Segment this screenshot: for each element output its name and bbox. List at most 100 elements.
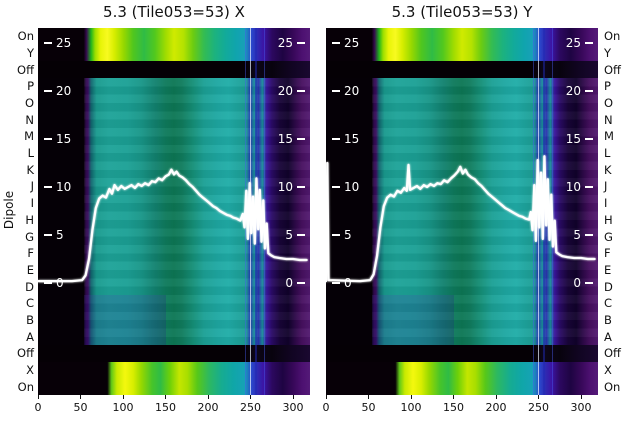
- tick-mark: [332, 42, 340, 44]
- x-tick-label: 0: [322, 401, 330, 414]
- tick-mark: [297, 138, 305, 140]
- inner-ytick: 0: [44, 275, 64, 291]
- inner-ytick-value: 10: [277, 180, 293, 194]
- inner-ytick: 20: [332, 83, 359, 99]
- inner-ytick-value: 25: [565, 36, 581, 50]
- x-tick-mark: [538, 395, 539, 399]
- dipole-label: Off: [604, 62, 621, 77]
- inner-ytick: 0: [332, 275, 352, 291]
- inner-ytick: 20: [278, 83, 305, 99]
- tick-mark: [44, 234, 52, 236]
- inner-ytick-value: 15: [565, 132, 581, 146]
- tick-mark: [585, 138, 593, 140]
- tick-mark: [297, 282, 305, 284]
- inner-ytick: 25: [566, 35, 593, 51]
- dipole-label: F: [604, 246, 611, 261]
- inner-ytick-value: 5: [573, 228, 581, 242]
- inner-ytick: 20: [44, 83, 71, 99]
- x-tick-label: 300: [570, 401, 592, 414]
- dipole-label: B: [604, 312, 612, 327]
- x-tick-mark: [165, 395, 166, 399]
- inner-ytick: 5: [573, 227, 593, 243]
- heatmap-plot-y: 25 25 20 20 15 15 10 10 5 5 0 0: [326, 28, 598, 395]
- inner-ytick-value: 5: [285, 228, 293, 242]
- inner-ytick-value: 15: [344, 132, 360, 146]
- x-tick-mark: [495, 395, 497, 399]
- x-tick-label: 0: [34, 401, 42, 414]
- dipole-label: B: [26, 312, 34, 327]
- x-tick-mark: [122, 395, 124, 399]
- tick-mark: [44, 186, 52, 188]
- inner-ytick-value: 25: [344, 36, 360, 50]
- x-tick-label: 200: [485, 401, 507, 414]
- x-tick-label: 50: [73, 401, 88, 414]
- inner-ytick-value: 0: [573, 276, 581, 290]
- heatmap-blue-tint: [84, 295, 166, 345]
- x-tick-mark: [325, 395, 327, 399]
- dipole-label: A: [26, 329, 34, 344]
- tick-mark: [585, 90, 593, 92]
- beam-line: [38, 168, 308, 283]
- inner-ytick: 5: [44, 227, 64, 243]
- dipole-label: Off: [17, 62, 34, 77]
- x-tick-label: 100: [400, 401, 422, 414]
- overlay-line-y: [326, 155, 596, 283]
- x-tick-mark: [250, 395, 251, 399]
- inner-ytick-value: 10: [344, 180, 360, 194]
- inner-ytick: 5: [285, 227, 305, 243]
- plot-title-y: 5.3 (Tile053=53) Y: [391, 3, 533, 21]
- x-tick-label: 200: [197, 401, 219, 414]
- x-tick-mark: [292, 395, 294, 399]
- overlay-line-x: [38, 168, 308, 283]
- inner-ytick-value: 15: [56, 132, 72, 146]
- x-tick-mark: [368, 395, 369, 399]
- dipole-label: N: [25, 112, 34, 127]
- dipole-label: N: [604, 112, 613, 127]
- dipole-axis-right: On Y Off P O N M L K J I H G F E D C B A Off X On: [604, 0, 640, 440]
- x-tick-label: 150: [155, 401, 176, 414]
- tick-mark: [332, 186, 340, 188]
- tick-mark: [332, 282, 340, 284]
- dipole-label: P: [27, 79, 34, 94]
- heatmap-blue-tint: [372, 295, 454, 345]
- dipole-label: G: [25, 229, 34, 244]
- dipole-label: A: [604, 329, 612, 344]
- dipole-label: I: [30, 196, 34, 211]
- inner-ytick: 0: [573, 275, 593, 291]
- dipole-label: O: [24, 96, 34, 111]
- dipole-label: H: [25, 212, 34, 227]
- dipole-label: On: [604, 379, 621, 394]
- inner-ytick-value: 0: [344, 276, 352, 290]
- heatmap-row-texture: [83, 78, 310, 345]
- x-tick-mark: [37, 395, 39, 399]
- inner-ytick: 20: [566, 83, 593, 99]
- tick-mark: [44, 282, 52, 284]
- dipole-label: L: [27, 146, 34, 161]
- tick-mark: [585, 234, 593, 236]
- x-tick-mark: [207, 395, 209, 399]
- tick-mark: [297, 234, 305, 236]
- inner-ytick: 0: [285, 275, 305, 291]
- dipole-label: Off: [604, 346, 621, 361]
- dipole-label: Y: [26, 46, 34, 61]
- dipole-label: M: [24, 129, 34, 144]
- tick-mark: [44, 42, 52, 44]
- inner-ytick-value: 0: [285, 276, 293, 290]
- inner-ytick: 10: [566, 179, 593, 195]
- inner-ytick-value: 10: [56, 180, 72, 194]
- dipole-label: F: [27, 246, 34, 261]
- dipole-label: C: [25, 296, 34, 311]
- tick-mark: [585, 282, 593, 284]
- x-tick-mark: [580, 395, 582, 399]
- dipole-label: D: [25, 279, 34, 294]
- dipole-label: K: [26, 162, 34, 177]
- inner-ytick-value: 20: [565, 84, 581, 98]
- inner-ytick: 25: [278, 35, 305, 51]
- tick-mark: [44, 138, 52, 140]
- inner-ytick: 5: [332, 227, 352, 243]
- tick-mark: [297, 186, 305, 188]
- dipole-axis-left: On Y Off P O N M L K J I H G F E D C B A Off X On: [0, 0, 34, 440]
- inner-ytick: 10: [278, 179, 305, 195]
- tick-mark: [297, 90, 305, 92]
